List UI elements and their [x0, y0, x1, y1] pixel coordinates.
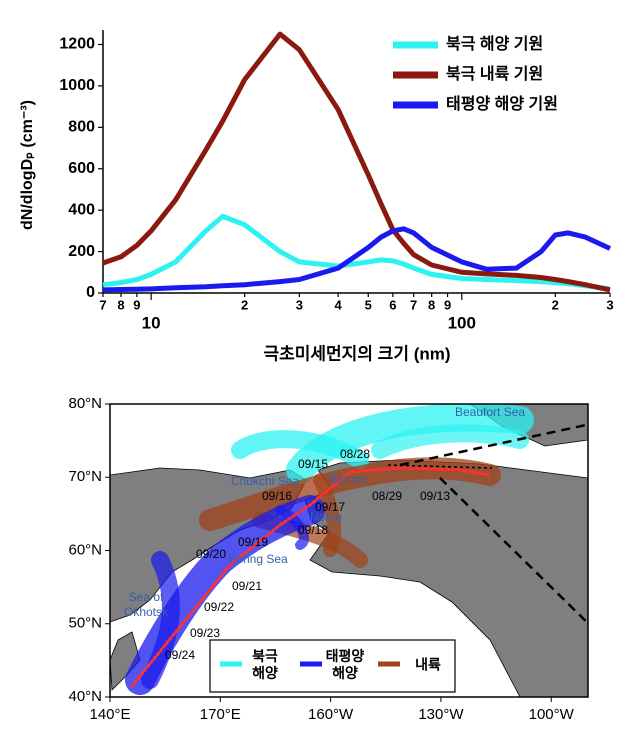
y-axis-label: dN/dlogDₚ (cm⁻³) [19, 100, 36, 230]
x-tick-label: 4 [335, 297, 343, 312]
x-tick-label: 8 [117, 297, 124, 312]
series-line [102, 31, 611, 293]
x-tick-label: 2 [241, 297, 248, 312]
trajectories [125, 404, 534, 695]
x-tick-label: 8 [428, 297, 435, 312]
place-label: Bering Sea [228, 552, 288, 566]
x-tick-label: 3 [606, 297, 613, 312]
x-tick-label: 6 [389, 297, 396, 312]
legend-label: 태평양 [326, 648, 365, 664]
x-tick-label: 9 [133, 297, 140, 312]
map-body [110, 404, 588, 697]
date-label: 09/22 [204, 600, 234, 614]
place-label: Barrow [329, 472, 367, 486]
x-tick-label: 100°W [529, 706, 575, 723]
date-label: 09/20 [196, 547, 226, 561]
series-line [102, 213, 611, 292]
y-tick-label: 400 [68, 201, 95, 218]
date-label: 09/15 [298, 457, 328, 471]
place-label: Sea of [129, 590, 164, 604]
x-tick-label: 10 [142, 313, 161, 332]
date-label: 09/18 [298, 523, 328, 537]
legend-label: 북극 [252, 648, 278, 664]
y-tick-label: 80°N [68, 395, 102, 412]
series-line [102, 226, 612, 293]
x-tick-label: 170°E [200, 706, 241, 723]
place-label: Okhotsk [124, 605, 169, 619]
boundary-line [399, 423, 588, 467]
legend-label: 북극 내륙 기원 [446, 65, 543, 83]
place-label: Chukchi Sea [231, 474, 299, 488]
y-tick-label: 40°N [68, 688, 102, 705]
date-label: 09/23 [190, 626, 220, 640]
date-label: 09/16 [262, 489, 292, 503]
x-tick-label: 5 [365, 297, 372, 312]
date-label: 09/13 [420, 489, 450, 503]
x-tick-label: 100 [448, 313, 476, 332]
legend-label: 북극 해양 기원 [446, 35, 543, 53]
boundary-line [439, 477, 588, 625]
y-tick-label: 70°N [68, 468, 102, 485]
x-tick-label: 7 [410, 297, 417, 312]
legend-label: 해양 [252, 665, 278, 681]
date-label: 09/19 [238, 535, 268, 549]
place-label: Nome [310, 510, 342, 524]
y-tick-label: 0 [86, 284, 95, 301]
y-tick-label: 1200 [59, 36, 95, 53]
x-tick-label: 130°W [418, 706, 464, 723]
x-axis-label: 극초미세먼지의 크기 (nm) [263, 344, 450, 363]
y-tick-label: 200 [68, 243, 95, 260]
date-label: 08/28 [340, 447, 370, 461]
y-tick-label: 60°N [68, 541, 102, 558]
map-legend [209, 639, 456, 693]
x-tick-label: 3 [296, 297, 303, 312]
boundary-line [387, 464, 493, 469]
legend-label: 태평양 해양 기원 [446, 95, 558, 113]
x-tick-label: 7 [99, 297, 106, 312]
date-label: 08/29 [372, 489, 402, 503]
x-tick-label: 160°W [308, 706, 354, 723]
y-tick-label: 50°N [68, 615, 102, 632]
place-label: Beaufort Sea [455, 405, 525, 419]
x-tick-label: 2 [552, 297, 559, 312]
date-label: 09/21 [232, 579, 262, 593]
y-tick-label: 600 [68, 160, 95, 177]
date-label: 09/17 [315, 500, 345, 514]
y-tick-label: 1000 [59, 77, 95, 94]
y-tick-label: 800 [68, 119, 95, 136]
date-label: 09/24 [165, 648, 195, 662]
x-tick-label: 9 [444, 297, 451, 312]
legend-label: 내륙 [415, 657, 441, 673]
x-tick-label: 140°E [89, 706, 130, 723]
legend-label: 해양 [332, 665, 358, 681]
